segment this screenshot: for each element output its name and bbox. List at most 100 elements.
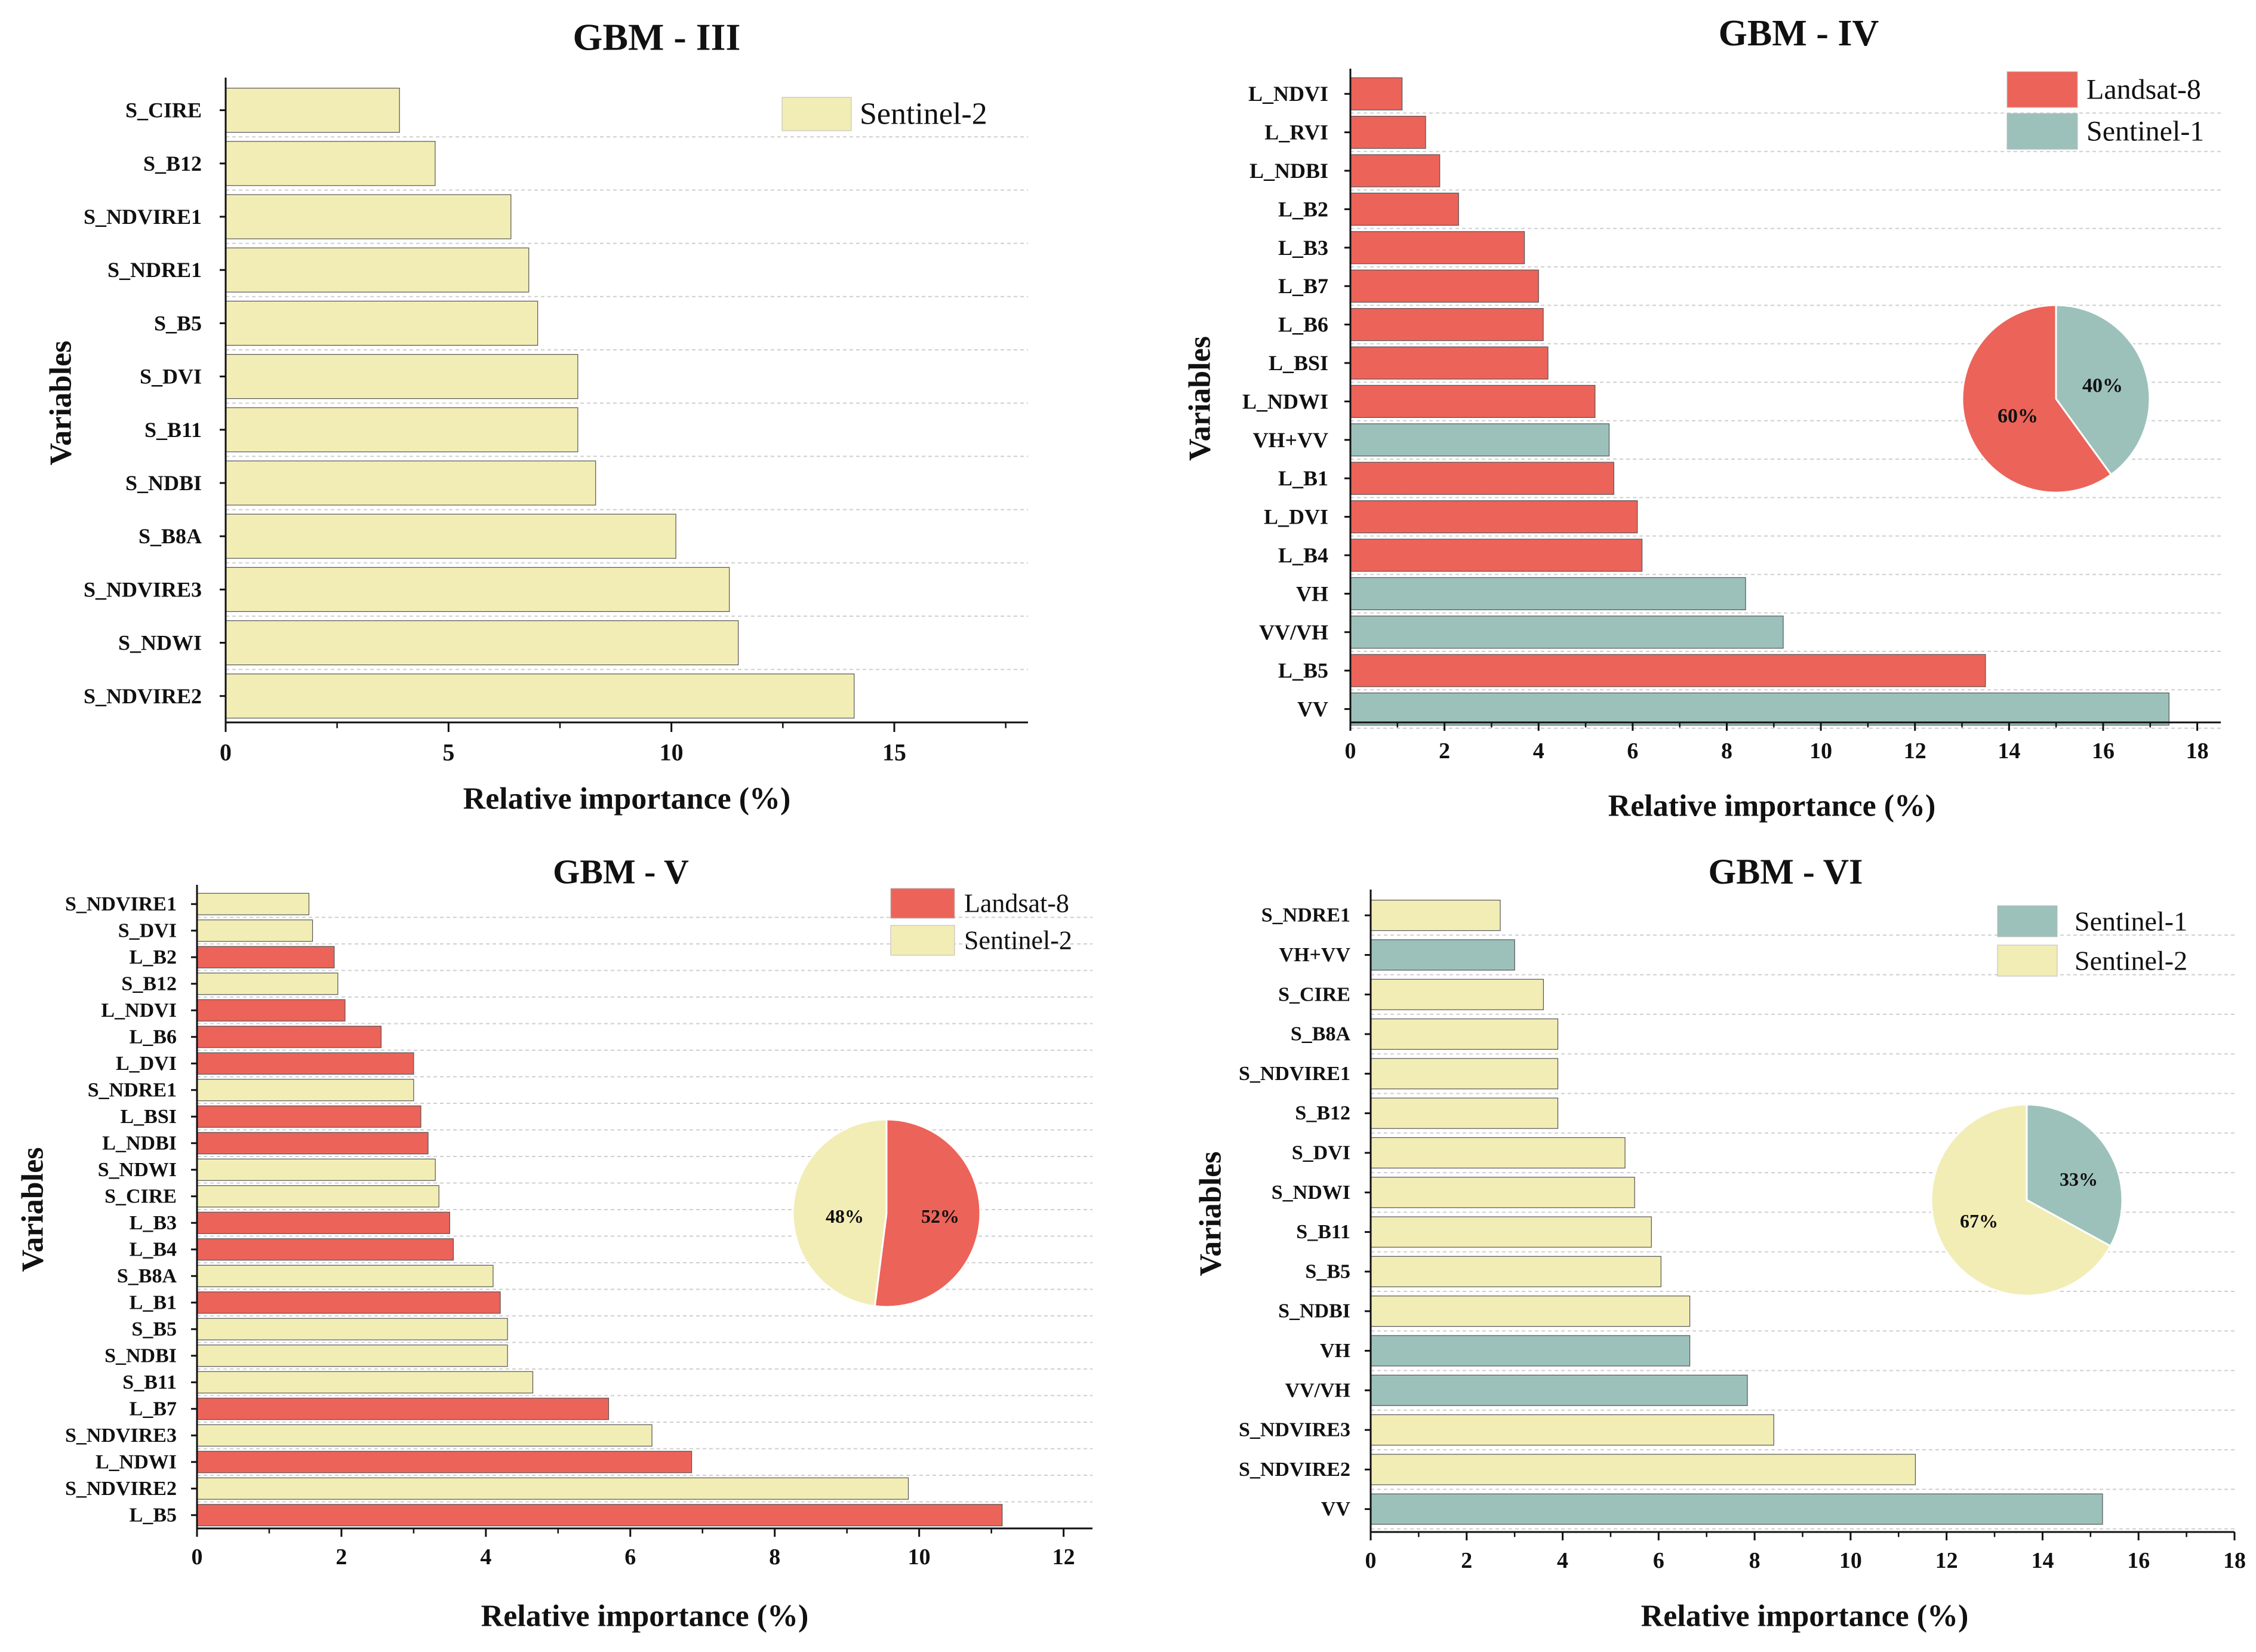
bar-s-b8a	[196, 1265, 494, 1287]
pie-slice	[2055, 304, 2151, 476]
x-tick-label: 2	[1461, 1548, 1472, 1573]
bar-s-b5	[1370, 1256, 1661, 1287]
category-label: S_NDBI	[125, 471, 202, 495]
x-tick-label: 8	[769, 1545, 780, 1570]
x-tick-label: 12	[1052, 1545, 1075, 1570]
category-label: L_NDWI	[96, 1451, 177, 1473]
x-tick-label: 10	[1809, 739, 1832, 764]
legend-swatch	[2006, 71, 2078, 108]
bar-l-b7	[196, 1398, 610, 1420]
x-tick-label: 4	[1557, 1548, 1568, 1573]
x-tick-label: 0	[192, 1545, 203, 1570]
legend-label: Sentinel-1	[2086, 116, 2204, 147]
legend-label: Sentinel-2	[860, 97, 987, 131]
bar-s-ndwi	[196, 1158, 436, 1181]
category-label: S_B12	[143, 152, 202, 176]
bar-s-ndvire2	[1370, 1454, 1916, 1485]
category-label: L_B6	[1278, 313, 1328, 337]
bar-s-b11	[225, 407, 578, 453]
x-tick-label: 8	[1721, 739, 1732, 764]
x-tick-label: 18	[2223, 1548, 2246, 1573]
category-label: L_B3	[130, 1212, 177, 1234]
bar-l-b5	[196, 1504, 1003, 1527]
x-tick-label: 6	[1627, 739, 1638, 764]
bar-s-ndwi	[225, 620, 739, 666]
chart-title: GBM - VI	[1709, 852, 1863, 891]
bar-s-b5	[196, 1318, 508, 1340]
bar-s-b12	[196, 973, 338, 995]
chart-panel-1: GBM - III S_CIRE S_B12 S_NDVIRE1 S_NDRE1 S_B5…	[44, 16, 1028, 816]
category-label: L_NDVI	[1248, 82, 1328, 106]
legend-swatch	[890, 888, 955, 919]
bar-s-dvi	[196, 919, 313, 942]
bar-s-b8a	[1370, 1018, 1559, 1050]
y-axis-label: Variables	[16, 1148, 50, 1272]
bar-s-cire	[225, 88, 400, 133]
legend-swatch	[2006, 113, 2078, 150]
y-axis-label: Variables	[1183, 336, 1217, 461]
bar-s-b12	[1370, 1097, 1559, 1129]
category-label: L_B3	[1278, 236, 1328, 260]
bar-l-ndvi	[196, 999, 346, 1022]
category-label: L_B7	[1278, 274, 1328, 298]
x-tick-label: 2	[336, 1545, 347, 1570]
chart-panel-2: GBM - IV L_NDVI L_RVI L_NDBI L_B2 L_B3 L_B7 L_B…	[1183, 13, 2221, 823]
bar-vv	[1350, 692, 2169, 726]
legend-label: Sentinel-2	[2075, 946, 2187, 976]
chart-title: GBM - IV	[1719, 13, 1879, 54]
bar-vh-vv	[1350, 423, 1610, 457]
bar-s-b11	[196, 1371, 534, 1393]
pie-slice	[1930, 1103, 2112, 1297]
category-label: S_NDVIRE1	[65, 893, 177, 915]
category-label: S_DVI	[140, 365, 202, 389]
bar-l-b1	[1350, 462, 1614, 495]
category-label: L_B5	[1278, 659, 1328, 682]
category-label: L_RVI	[1264, 121, 1328, 144]
category-label: VV	[1297, 697, 1328, 721]
bar-l-b2	[1350, 192, 1459, 226]
category-label: S_B11	[122, 1371, 177, 1393]
bar-s-ndre1	[1370, 900, 1501, 931]
bar-s-ndbi	[1370, 1296, 1691, 1327]
bar-s-b5	[225, 300, 538, 346]
x-tick-label: 18	[2186, 739, 2209, 764]
legend-label: Landsat-8	[964, 889, 1069, 918]
category-label: S_NDWI	[98, 1159, 177, 1181]
category-label: S_B12	[121, 973, 177, 995]
category-label: L_B2	[1278, 197, 1328, 221]
x-tick-label: 14	[1998, 739, 2020, 764]
chart-panel-3: GBM - V S_NDVIRE1 S_DVI L_B2 S_B12 L_NDVI L_B6…	[16, 853, 1092, 1633]
bar-l-ndbi	[196, 1132, 429, 1155]
category-label: S_NDRE1	[107, 258, 202, 282]
y-axis-label: Variables	[1194, 1152, 1228, 1276]
bar-l-b6	[1350, 307, 1544, 342]
x-tick-label: 14	[2031, 1548, 2054, 1573]
bar-l-b2	[196, 946, 335, 968]
bar-l-b6	[196, 1026, 382, 1048]
pie-slice-label: 40%	[2082, 375, 2123, 397]
x-axis-label: Relative importance (%)	[481, 1599, 809, 1633]
bar-l-b4	[1350, 539, 1643, 572]
category-label: VV/VH	[1285, 1379, 1350, 1401]
category-label: L_DVI	[116, 1053, 177, 1075]
x-tick-label: 6	[1653, 1548, 1664, 1573]
category-label: L_DVI	[1264, 505, 1328, 529]
bar-s-cire	[1370, 979, 1544, 1010]
x-axis-label: Relative importance (%)	[1608, 789, 1936, 823]
x-tick-label: 0	[1345, 739, 1356, 764]
category-label: VH+VV	[1279, 944, 1351, 966]
category-label: S_NDWI	[1272, 1182, 1350, 1204]
category-label: S_NDVIRE2	[1239, 1459, 1350, 1481]
bar-vv-vh	[1370, 1374, 1748, 1406]
pie-slice-label: 67%	[1960, 1210, 1998, 1232]
category-label: L_B4	[130, 1238, 177, 1260]
pie-slice	[2026, 1103, 2123, 1248]
category-label: L_NDVI	[101, 999, 177, 1022]
category-label: S_NDVIRE1	[84, 205, 202, 229]
bar-l-ndwi	[1350, 384, 1596, 419]
y-axis-label: Variables	[44, 341, 78, 466]
bar-l-bsi	[1350, 346, 1549, 380]
bar-l-b1	[196, 1291, 501, 1314]
category-label: S_NDWI	[118, 631, 202, 655]
bar-l-rvi	[1350, 116, 1426, 149]
